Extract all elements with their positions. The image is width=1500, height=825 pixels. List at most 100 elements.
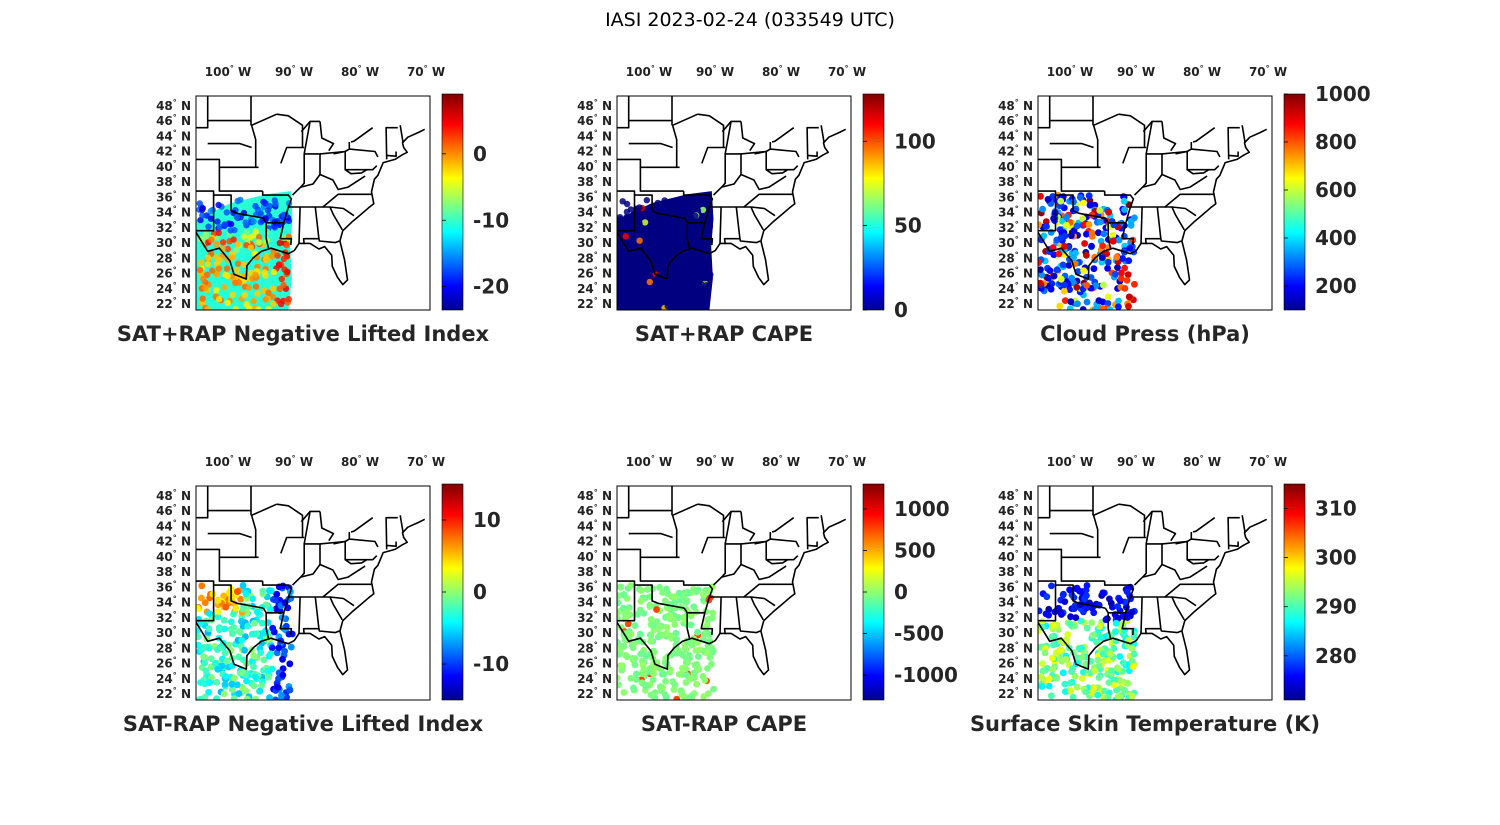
- lat-label: 46° N: [998, 503, 1033, 518]
- swath-dot: [682, 679, 690, 686]
- swath-dot: [1079, 199, 1087, 207]
- swath-dot: [681, 589, 689, 597]
- swath-dot: [220, 616, 228, 624]
- state-border: [322, 596, 355, 607]
- swath-dot: [196, 604, 201, 612]
- state-border: [207, 142, 252, 149]
- state-border: [617, 190, 685, 219]
- lat-label: 46° N: [577, 113, 612, 128]
- lat-label: 48° N: [998, 488, 1033, 503]
- colorbar-tick-label: 0: [473, 580, 487, 604]
- swath-dot: [243, 677, 250, 685]
- state-border: [386, 151, 397, 157]
- state-border: [1060, 167, 1105, 192]
- swath-dot: [1073, 683, 1081, 691]
- lat-label: 34° N: [998, 595, 1033, 610]
- swath-pixel: [207, 207, 214, 215]
- swath-dot: [264, 674, 272, 681]
- swath-pixel: [234, 241, 241, 248]
- figure-title: IASI 2023-02-24 (033549 UTC): [605, 9, 895, 31]
- lat-label: 24° N: [156, 671, 191, 686]
- colorbar-tick-label: -10: [473, 208, 509, 232]
- swath-dot: [1059, 261, 1067, 269]
- swath-pixel: [196, 266, 204, 274]
- state-border: [218, 557, 263, 582]
- lat-label: 22° N: [156, 686, 191, 701]
- swath-pixel: [698, 281, 705, 288]
- state-border: [1192, 127, 1216, 143]
- lat-label: 46° N: [156, 503, 191, 518]
- panel-title: SAT+RAP Negative Lifted Index: [117, 322, 490, 346]
- state-border: [1186, 169, 1210, 175]
- lat-label: 38° N: [577, 564, 612, 579]
- panel-2: 100° W 90° W 80° W 70° W 48° N46° N44° N42° …: [577, 64, 936, 346]
- swath-dot: [617, 662, 625, 669]
- swath-dot: [617, 639, 621, 646]
- lat-label: 40° N: [577, 549, 612, 564]
- swath-dot: [1061, 598, 1069, 605]
- lat-label: 22° N: [577, 686, 612, 701]
- colorbar-tick-label: 310: [1315, 497, 1357, 521]
- state-border: [196, 548, 259, 559]
- swath-dot: [1113, 253, 1121, 261]
- lat-label: 36° N: [156, 189, 191, 204]
- swath-dot: [1081, 240, 1088, 247]
- lat-label: 42° N: [998, 534, 1033, 549]
- state-border: [617, 158, 680, 169]
- lat-label: 22° N: [998, 686, 1033, 701]
- swath-dot: [647, 691, 655, 699]
- swath-dot: [252, 673, 259, 681]
- lon-label: 70° W: [1249, 454, 1287, 469]
- swath-pixel: [662, 218, 669, 226]
- swath-dot: [1074, 300, 1081, 308]
- state-borders: [1038, 96, 1268, 286]
- swath-dot: [1079, 675, 1086, 682]
- swath-pixel: [204, 306, 211, 310]
- state-border: [1164, 206, 1197, 217]
- colorbar-tick-label: 0: [894, 580, 908, 604]
- swath-pixel: [687, 298, 694, 306]
- swath-dot: [666, 666, 674, 674]
- panel-4: 100° W 90° W 80° W 70° W 48° N46° N44° N42° …: [123, 454, 509, 736]
- swath-dot: [1090, 265, 1098, 273]
- swath-pixel: [675, 298, 683, 306]
- swath-pixel: [252, 202, 259, 210]
- lon-label: 100° W: [205, 454, 251, 469]
- swath-dot: [1061, 242, 1068, 250]
- lon-label: 70° W: [407, 454, 445, 469]
- map-area: [196, 96, 430, 310]
- swath-dot: [701, 676, 709, 684]
- state-border: [1104, 607, 1112, 639]
- swath-dot: [1098, 254, 1106, 261]
- state-border: [1118, 503, 1146, 538]
- swath-dot: [671, 599, 678, 607]
- swath-dot: [1128, 608, 1136, 616]
- state-border: [329, 206, 343, 231]
- lat-label: 34° N: [998, 205, 1033, 220]
- swath-pixel: [243, 228, 250, 236]
- colorbar-tick-label: 600: [1315, 178, 1357, 202]
- swath-dot: [710, 685, 717, 693]
- swath-dot: [1045, 611, 1052, 619]
- state-border: [218, 167, 263, 192]
- swath-dot: [620, 591, 628, 598]
- swath-dot: [1099, 242, 1106, 250]
- swath-pixel: [278, 275, 285, 283]
- swath-pixel: [622, 233, 629, 240]
- swath-dot: [643, 586, 651, 593]
- swath-dot: [1082, 688, 1090, 696]
- swath-dot: [271, 596, 279, 604]
- swath-pixel: [652, 247, 660, 254]
- lat-label: 32° N: [156, 610, 191, 625]
- swath-dot: [205, 688, 213, 696]
- swath-pixel: [670, 302, 677, 309]
- swath-dot: [1087, 274, 1095, 281]
- coastline: [1038, 518, 1268, 676]
- swath-pixel: [221, 221, 228, 228]
- swath-dot: [709, 647, 717, 655]
- lat-label: 22° N: [998, 296, 1033, 311]
- state-border: [196, 195, 215, 232]
- lon-label: 70° W: [828, 454, 866, 469]
- swath-pixel: [657, 265, 664, 272]
- state-border: [350, 127, 374, 143]
